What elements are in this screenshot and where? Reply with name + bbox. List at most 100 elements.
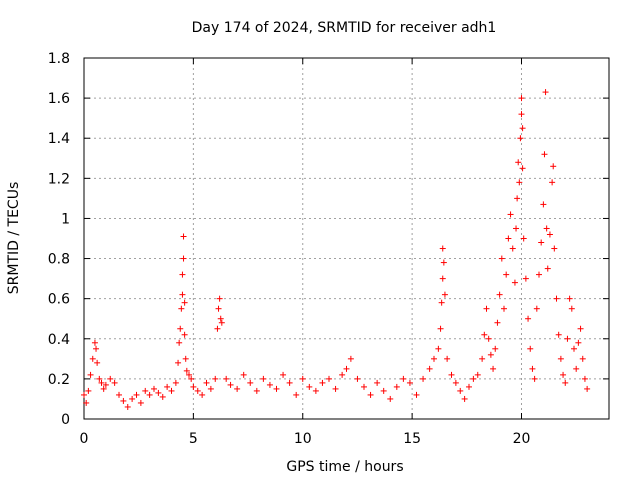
data-point [448,371,455,378]
data-point [299,375,306,382]
data-point [505,235,512,242]
data-point [452,379,459,386]
data-point [555,331,562,338]
data-point [280,371,287,378]
data-point [487,351,494,358]
y-axis-label: SRMTID / TECUs [6,182,22,295]
data-point [212,375,219,382]
data-point [137,399,144,406]
data-point [124,403,131,410]
data-point [326,375,332,382]
data-point [182,355,189,362]
data-point [439,275,446,282]
data-point [176,339,183,346]
data-point [557,355,564,362]
data-point [431,355,437,362]
data-point [234,385,241,392]
data-point [146,391,153,398]
axis-ticks: 0 0.2 0.4 0.6 0.8 1 1.2 1.4 1.6 1.8 0 5 10 15 20 [48,51,609,447]
data-point [217,315,224,322]
data-point [479,355,486,362]
data-point [203,379,210,386]
data-point [214,325,221,332]
data-point [194,387,201,394]
data-point [181,299,188,306]
data-point [178,305,185,312]
y-tick-label: 1.2 [48,171,70,187]
data-point [444,355,451,362]
x-tick-label: 15 [403,431,421,447]
y-tick-label: 0.6 [48,292,70,308]
data-point [181,331,188,338]
data-point [247,379,254,386]
data-point [551,245,558,252]
data-point [199,391,206,398]
data-point [367,391,374,398]
data-point [94,359,101,366]
data-point [474,371,481,378]
data-point [584,385,591,392]
data-point [549,179,556,186]
data-point [527,345,534,352]
data-points [81,89,591,410]
data-point [273,385,280,392]
data-point [550,163,557,170]
data-point [400,375,407,382]
data-point [319,379,326,386]
data-point [540,201,547,208]
y-tick-label: 0 [61,412,70,428]
plot-frame [83,57,610,420]
y-tick-label: 1.6 [48,91,70,107]
data-point [426,365,433,372]
data-point [481,331,488,338]
data-point [91,339,98,346]
data-point [151,385,157,392]
data-point [566,295,573,302]
data-point [531,375,538,382]
data-point [286,379,293,386]
data-point [579,355,586,362]
data-point [343,365,350,372]
data-point [312,387,319,394]
data-point [543,225,550,232]
data-point [387,395,394,402]
data-point [129,395,136,402]
data-point [575,339,582,346]
data-point [501,305,507,312]
data-point [439,245,446,252]
data-point [159,393,166,400]
data-point [517,135,524,142]
data-point [560,371,567,378]
data-point [490,365,497,372]
data-point [168,387,175,394]
y-tick-label: 0.4 [48,332,70,348]
data-point [179,291,186,298]
data-point [81,391,87,398]
data-point [518,95,525,102]
data-point [266,381,273,388]
data-point [438,299,445,306]
data-point [577,325,584,332]
data-point [164,383,171,390]
data-point [519,165,526,172]
data-point [186,371,192,378]
data-point [571,345,577,352]
data-point [339,371,346,378]
data-point [172,379,179,386]
data-point [496,291,503,298]
data-point [440,259,447,266]
data-point [437,325,444,332]
data-point [116,391,122,398]
data-point [513,225,520,232]
data-point [441,291,448,298]
data-point [520,235,527,242]
data-point [525,315,532,322]
data-point [332,385,339,392]
data-point [177,325,184,332]
x-tick-label: 10 [294,431,312,447]
chart-title: Day 174 of 2024, SRMTID for receiver adh… [192,20,497,36]
data-point [435,345,442,352]
data-point [538,239,545,246]
data-point [509,245,516,252]
